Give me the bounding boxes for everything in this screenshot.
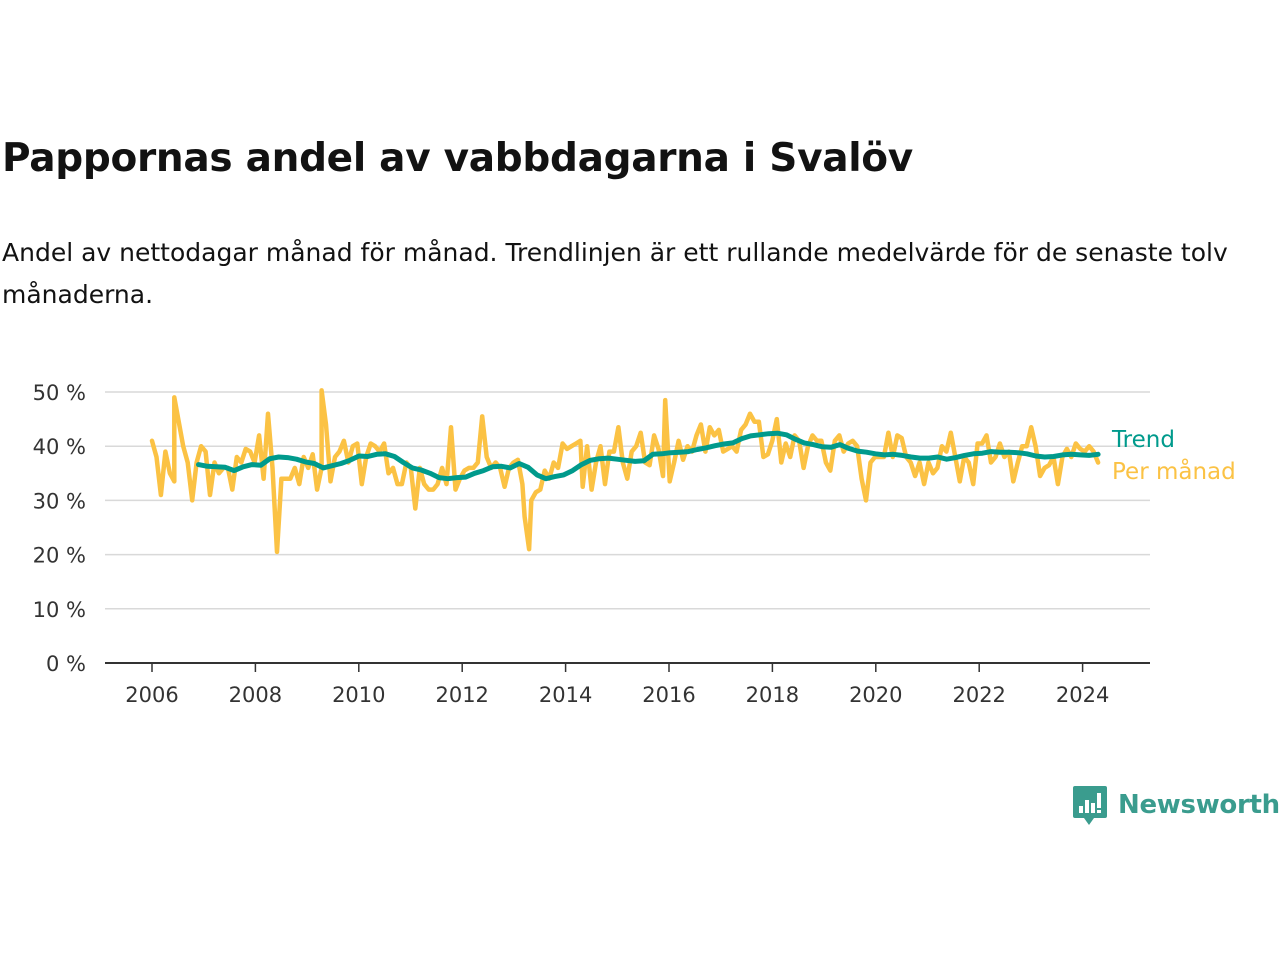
legend-label-trend: Trend bbox=[1111, 427, 1175, 453]
x-tick-label: 2024 bbox=[1056, 683, 1109, 707]
chart-title: Pappornas andel av vabbdagarna i Svalöv bbox=[2, 136, 913, 181]
grid-lines bbox=[105, 391, 1150, 664]
legend-label-per-manad: Per månad bbox=[1112, 457, 1236, 485]
brand-logo: Newsworthy bbox=[1072, 784, 1280, 826]
x-tick-label: 2006 bbox=[125, 683, 178, 707]
series-line-trend bbox=[196, 430, 1101, 482]
y-tick-label: 50 % bbox=[33, 381, 86, 405]
x-tick-label: 2022 bbox=[952, 683, 1005, 707]
y-tick-label: 30 % bbox=[33, 489, 86, 513]
x-tick-label: 2018 bbox=[746, 683, 799, 707]
legend: Trend Per månad bbox=[1111, 427, 1236, 485]
y-tick-label: 40 % bbox=[33, 435, 86, 459]
y-axis-ticks: 0 % 10 % 20 % 30 % 40 % 50 % bbox=[33, 381, 86, 676]
x-tick-label: 2010 bbox=[332, 683, 385, 707]
series-lines bbox=[149, 388, 1101, 555]
brand-name: Newsworthy bbox=[1118, 790, 1280, 820]
y-tick-label: 0 % bbox=[46, 652, 86, 676]
chart-subtitle: Andel av nettodagar månad för månad. Tre… bbox=[2, 238, 1228, 309]
x-axis-ticks: 2006 2008 2010 2012 2014 2016 2018 2020 2022 2024 bbox=[125, 663, 1109, 707]
x-tick-label: 2012 bbox=[435, 683, 488, 707]
x-tick-label: 2020 bbox=[849, 683, 902, 707]
y-tick-label: 20 % bbox=[33, 544, 86, 568]
series-line-per-manad bbox=[149, 388, 1101, 555]
x-tick-label: 2016 bbox=[642, 683, 695, 707]
newsworthy-logo-icon bbox=[1073, 786, 1107, 825]
x-tick-label: 2008 bbox=[229, 683, 282, 707]
x-tick-label: 2014 bbox=[539, 683, 592, 707]
y-tick-label: 10 % bbox=[33, 598, 86, 622]
line-chart: 0 % 10 % 20 % 30 % 40 % 50 % 2006 2008 2010 2012… bbox=[33, 381, 1236, 707]
